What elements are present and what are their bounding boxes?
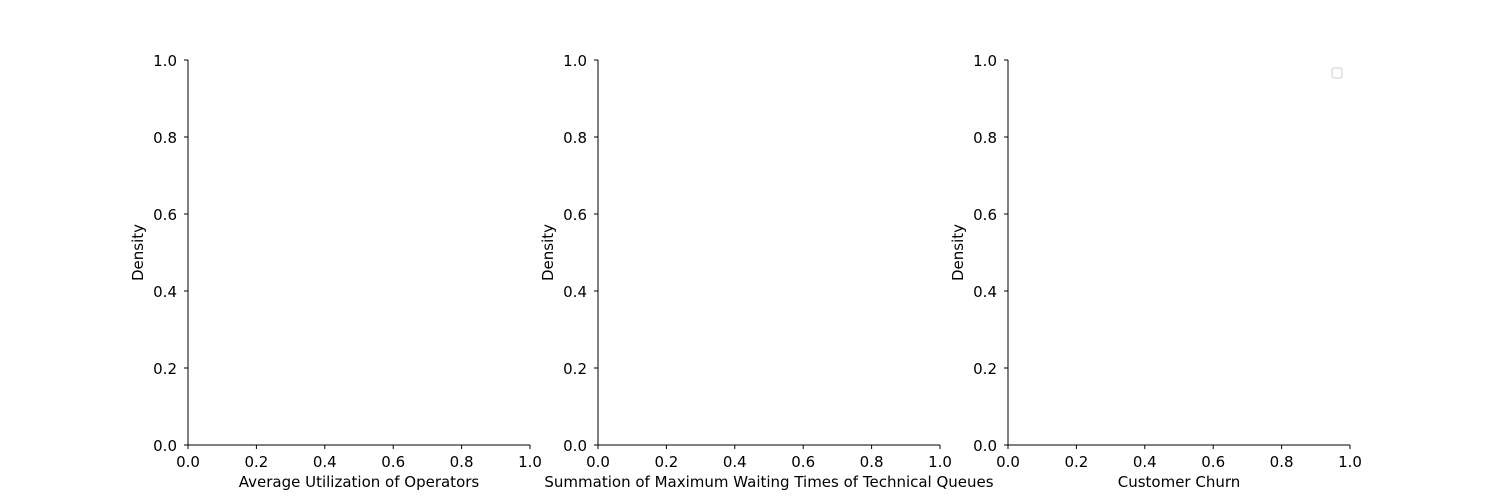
x-tick-label: 1.0 — [1338, 453, 1362, 471]
x-tick-label: 0.2 — [1064, 453, 1088, 471]
x-tick-label: 0.2 — [244, 453, 268, 471]
y-tick-label: 0.2 — [973, 360, 997, 378]
y-axis: 0.0 0.2 0.4 0.6 0.8 1.0 — [563, 52, 599, 455]
x-axis: 0.0 0.2 0.4 0.6 0.8 1.0 — [996, 444, 1362, 471]
x-tick-label: 0.8 — [1270, 453, 1294, 471]
x-tick-label: 0.6 — [1201, 453, 1225, 471]
x-tick-label: 1.0 — [518, 453, 542, 471]
x-axis: 0.0 0.2 0.4 0.6 0.8 1.0 — [176, 444, 542, 471]
x-tick-label: 0.8 — [860, 453, 884, 471]
x-tick-label: 0.0 — [996, 453, 1020, 471]
subplot-utilization: 0.0 0.2 0.4 0.6 0.8 1.0 0.0 0.2 0.4 0.6 0.8 1.0 Av… — [129, 52, 542, 491]
legend-box — [1331, 67, 1343, 79]
y-axis: 0.0 0.2 0.4 0.6 0.8 1.0 — [973, 52, 1009, 455]
y-tick-label: 0.8 — [153, 129, 177, 147]
x-tick-label: 0.2 — [654, 453, 678, 471]
x-tick-label: 0.8 — [450, 453, 474, 471]
x-tick-label: 0.6 — [791, 453, 815, 471]
y-tick-label: 0.6 — [563, 206, 587, 224]
x-tick-label: 0.4 — [313, 453, 337, 471]
subplot-waiting-times: 0.0 0.2 0.4 0.6 0.8 1.0 0.0 0.2 0.4 0.6 0.8 1.0 Su… — [539, 52, 994, 491]
y-tick-label: 0.4 — [563, 283, 587, 301]
y-tick-label: 0.0 — [153, 437, 177, 455]
y-axis: 0.0 0.2 0.4 0.6 0.8 1.0 — [153, 52, 189, 455]
y-tick-label: 1.0 — [973, 52, 997, 70]
y-axis-label: Density — [539, 224, 557, 281]
y-tick-label: 0.8 — [973, 129, 997, 147]
x-axis-label: Customer Churn — [1118, 473, 1241, 491]
x-tick-label: 0.4 — [1133, 453, 1157, 471]
y-axis-label: Density — [949, 224, 967, 281]
y-tick-label: 0.6 — [973, 206, 997, 224]
x-tick-label: 0.6 — [381, 453, 405, 471]
x-axis-label: Average Utilization of Operators — [239, 473, 480, 491]
y-tick-label: 1.0 — [153, 52, 177, 70]
x-axis: 0.0 0.2 0.4 0.6 0.8 1.0 — [586, 444, 952, 471]
y-tick-label: 0.0 — [563, 437, 587, 455]
y-axis-label: Density — [129, 224, 147, 281]
y-tick-label: 0.0 — [973, 437, 997, 455]
y-tick-label: 0.4 — [153, 283, 177, 301]
x-axis-label: Summation of Maximum Waiting Times of Te… — [544, 473, 993, 491]
y-tick-label: 1.0 — [563, 52, 587, 70]
x-tick-label: 0.0 — [176, 453, 200, 471]
y-tick-label: 0.4 — [973, 283, 997, 301]
y-tick-label: 0.2 — [563, 360, 587, 378]
y-tick-label: 0.6 — [153, 206, 177, 224]
x-tick-label: 0.0 — [586, 453, 610, 471]
y-tick-label: 0.2 — [153, 360, 177, 378]
y-tick-label: 0.8 — [563, 129, 587, 147]
subplot-customer-churn: 0.0 0.2 0.4 0.6 0.8 1.0 0.0 0.2 0.4 0.6 0.8 1.0 Cu… — [949, 52, 1362, 491]
x-tick-label: 0.4 — [723, 453, 747, 471]
x-tick-label: 1.0 — [928, 453, 952, 471]
